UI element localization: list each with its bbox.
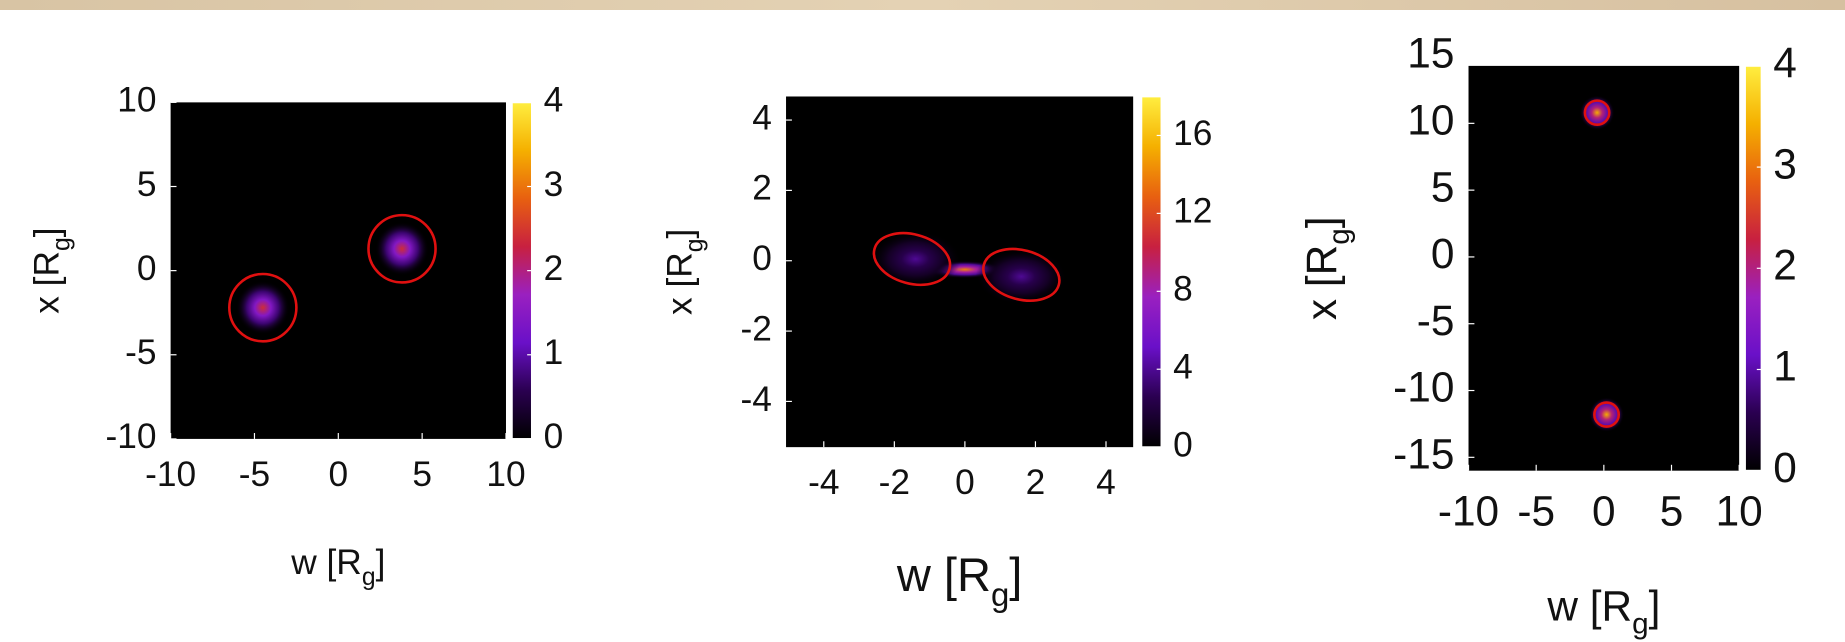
label-part: w [R [290, 543, 362, 582]
colorbar-tick-label: 1 [544, 333, 564, 372]
intensity-blob [236, 280, 290, 335]
top-border [0, 0, 1845, 10]
y-tick-label: -10 [1393, 364, 1454, 411]
x-tick-label: -10 [1438, 487, 1499, 534]
y-tick-label: 0 [1431, 230, 1455, 277]
contour [982, 247, 1061, 302]
label-part: ] [1009, 548, 1022, 601]
x-tick-label: 4 [1096, 463, 1116, 502]
label-part: x [R [1298, 245, 1345, 320]
y-tick-label: -15 [1393, 431, 1454, 478]
y-tick-label: -10 [105, 417, 156, 456]
contour [1583, 99, 1611, 126]
colorbar-tick-label: 3 [544, 165, 564, 204]
x-tick-label: 10 [486, 455, 525, 494]
label-part: ] [1298, 216, 1345, 228]
y-axis-label: x [Rg] [661, 229, 709, 315]
x-tick-label: -2 [879, 463, 910, 502]
colorbar-tick-label: 3 [1773, 140, 1797, 187]
x-axis-label: w [Rg] [896, 548, 1023, 613]
x-tick-label: 2 [1026, 463, 1046, 502]
heatmap [869, 230, 1068, 305]
plot-area [170, 102, 506, 439]
label-part: x [R [28, 251, 67, 314]
y-tick-label: 10 [1407, 97, 1454, 144]
colorbar-tick-label: 1 [1773, 343, 1797, 390]
x-tick-label: -10 [145, 455, 196, 494]
label-part: w [R [896, 548, 991, 601]
y-axis-label: x [Rg] [28, 227, 76, 313]
x-tick-label: 5 [1660, 487, 1684, 534]
x-tick-label: -5 [1517, 487, 1555, 534]
colorbar-tick-label: 4 [1773, 39, 1797, 86]
contour [228, 272, 298, 343]
intensity-blob [375, 221, 429, 276]
label-part: ] [376, 543, 386, 582]
colorbar-tick-label: 2 [544, 249, 564, 288]
contour [1593, 401, 1621, 428]
colorbar-tick-label: 2 [1773, 241, 1797, 288]
x-tick-label: 10 [1716, 487, 1763, 534]
label-part: g [682, 238, 709, 252]
label-part: g [48, 237, 75, 251]
x-axis-label: w [Rg] [1546, 583, 1660, 641]
label-part: x [R [661, 252, 700, 315]
y-tick-label: 4 [752, 98, 772, 137]
label-part: g [362, 564, 376, 591]
colorbar-tick-label: 16 [1173, 114, 1212, 153]
label-part: ] [28, 227, 67, 237]
colorbar-tick-label: 12 [1173, 192, 1212, 231]
y-tick-label: 15 [1407, 30, 1454, 77]
x-axis-label: w [Rg] [290, 543, 385, 591]
colorbar-tick-label: 0 [544, 417, 564, 456]
x-tick-label: 0 [328, 455, 348, 494]
colorbar-tick-label: 0 [1173, 425, 1193, 464]
colorbar [1140, 95, 1163, 449]
y-tick-label: 10 [117, 81, 156, 120]
y-tick-label: 5 [1431, 163, 1455, 210]
x-tick-label: 5 [412, 455, 432, 494]
x-tick-label: 0 [955, 463, 975, 502]
y-tick-label: 5 [137, 165, 157, 204]
x-tick-label: -4 [808, 463, 839, 502]
heatmap [1579, 95, 1625, 432]
contour [872, 231, 952, 287]
y-tick-label: -2 [741, 309, 772, 348]
y-axis-label: x [Rg] [1298, 216, 1356, 320]
y-tick-label: -5 [125, 333, 156, 372]
heatmap [228, 213, 437, 343]
colorbar-tick-label: 8 [1173, 270, 1193, 309]
colorbar-tick-label: 4 [1173, 348, 1193, 387]
label-part: g [1632, 608, 1649, 641]
label-part: ] [661, 229, 700, 239]
label-part: w [R [1546, 583, 1632, 630]
y-tick-label: -5 [1417, 297, 1455, 344]
colorbar-tick-label: 0 [1773, 444, 1797, 491]
contour [367, 213, 437, 284]
y-tick-label: 0 [752, 239, 772, 278]
label-part: g [1323, 228, 1356, 244]
x-tick-label: 0 [1592, 487, 1616, 534]
x-tick-label: -5 [239, 455, 270, 494]
y-tick-label: -4 [741, 380, 772, 419]
label-part: g [991, 576, 1009, 613]
label-part: ] [1649, 583, 1661, 630]
y-tick-label: 0 [137, 249, 157, 288]
colorbar-tick-label: 4 [544, 81, 564, 120]
y-tick-label: 2 [752, 169, 772, 208]
